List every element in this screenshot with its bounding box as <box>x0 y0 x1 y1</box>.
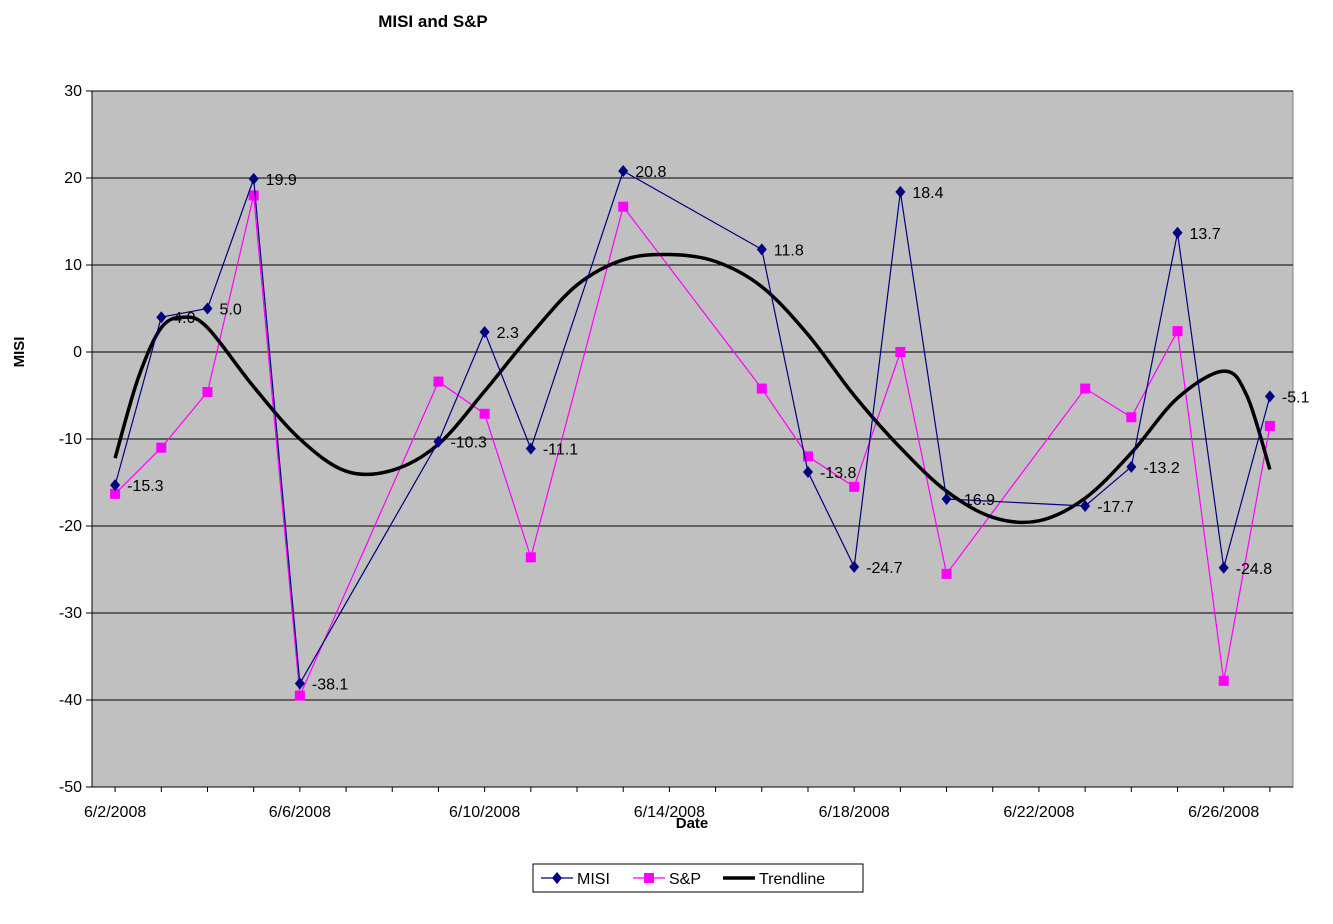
misi-point <box>248 172 259 185</box>
legend-marker-sp <box>644 873 654 883</box>
sp-point <box>1264 420 1275 431</box>
data-label: -11.1 <box>543 442 578 459</box>
data-label: 18.4 <box>912 185 943 202</box>
sp-point <box>1218 675 1229 686</box>
x-tick-label: 6/26/2008 <box>1188 804 1259 821</box>
misi-point <box>479 325 490 338</box>
y-tick-label: -20 <box>59 518 82 535</box>
x-tick-label: 6/10/2008 <box>449 804 520 821</box>
legend-box <box>532 863 864 893</box>
data-label: 2.3 <box>497 325 519 342</box>
chart-title: MISI and S&P <box>378 12 488 31</box>
x-tick-label: 6/18/2008 <box>819 804 890 821</box>
sp-point <box>1172 326 1183 337</box>
sp-point <box>433 376 444 387</box>
legend-marker-misi <box>552 872 562 884</box>
series-lines <box>110 165 1275 701</box>
y-axis-title: MISI <box>11 337 28 368</box>
data-label: 13.7 <box>1190 226 1221 243</box>
x-tick-label: 6/14/2008 <box>634 804 705 821</box>
sp-point <box>1126 412 1137 423</box>
misi-point <box>525 442 536 455</box>
misi-point <box>1264 390 1275 403</box>
misi-point <box>202 302 213 315</box>
data-label: 19.9 <box>266 172 297 189</box>
legend-label-sp: S&P <box>669 871 701 888</box>
data-label: 20.8 <box>635 164 666 181</box>
legend-label-misi: MISI <box>577 871 610 888</box>
sp-point <box>895 347 906 357</box>
sp-point <box>525 552 536 563</box>
data-label: 11.8 <box>774 242 804 259</box>
data-label: -24.8 <box>1236 561 1273 578</box>
axes: 30 20 10 0 -10 -20 -30 -40 -506/2/2008 6/6/2008 6/… <box>59 83 1293 821</box>
data-label: -5.1 <box>1282 389 1310 406</box>
y-tick-label: -30 <box>59 605 82 622</box>
data-label: 5.0 <box>219 302 241 319</box>
x-axis-title: Date <box>676 815 709 832</box>
sp-point <box>202 387 213 398</box>
misi-point <box>756 243 767 256</box>
misi-point <box>110 479 121 492</box>
misi-point <box>433 435 444 448</box>
misi-point <box>618 165 629 178</box>
misi-point <box>895 185 906 198</box>
y-tick-label: -40 <box>59 692 82 709</box>
sp-point <box>1080 383 1091 394</box>
data-label: -10.3 <box>450 435 487 452</box>
data-label: -15.3 <box>127 478 164 495</box>
data-labels: -15.3 4.0 5.0 19.9 -38.1 -10.3 2.3 -11.1 20.8 11.… <box>127 164 1309 693</box>
sp-point <box>756 383 767 394</box>
sp-point <box>802 451 813 462</box>
misi-point <box>941 493 952 506</box>
sp-point <box>110 488 121 499</box>
sp-point <box>294 690 305 701</box>
data-label: -13.8 <box>820 465 857 482</box>
sp-point <box>156 442 167 453</box>
legend-label-trendline: Trendline <box>759 871 825 888</box>
y-tick-label: -50 <box>59 779 82 796</box>
misi-point <box>1126 460 1137 473</box>
misi-point <box>1218 561 1229 574</box>
sp-point <box>479 408 490 419</box>
trendline-line <box>113 252 1272 525</box>
y-tick-label: 10 <box>64 257 82 274</box>
legend: MISI S&P Trendline <box>532 863 864 893</box>
misi-point <box>849 560 860 573</box>
misi-point <box>1172 226 1183 239</box>
data-label: 4.0 <box>173 310 195 327</box>
x-tick-label: 6/6/2008 <box>269 804 331 821</box>
misi-point <box>1080 499 1091 512</box>
data-label: -24.7 <box>866 560 903 577</box>
data-label: -38.1 <box>312 676 349 693</box>
data-label: -13.2 <box>1143 460 1180 477</box>
data-label: -16.9 <box>959 492 996 509</box>
x-tick-label: 6/2/2008 <box>84 804 146 821</box>
y-tick-label: 30 <box>64 83 82 100</box>
y-tick-label: 20 <box>64 170 82 187</box>
misi-point <box>802 466 813 479</box>
sp-point <box>849 481 860 492</box>
x-tick-label: 6/22/2008 <box>1003 804 1074 821</box>
sp-point <box>618 201 629 212</box>
misi-point <box>156 311 167 324</box>
y-tick-label: 0 <box>73 344 82 361</box>
misi-point <box>294 677 305 690</box>
sp-point <box>941 568 952 579</box>
sp-point <box>248 190 259 201</box>
data-label: -17.7 <box>1097 499 1134 516</box>
y-tick-label: -10 <box>59 431 82 448</box>
